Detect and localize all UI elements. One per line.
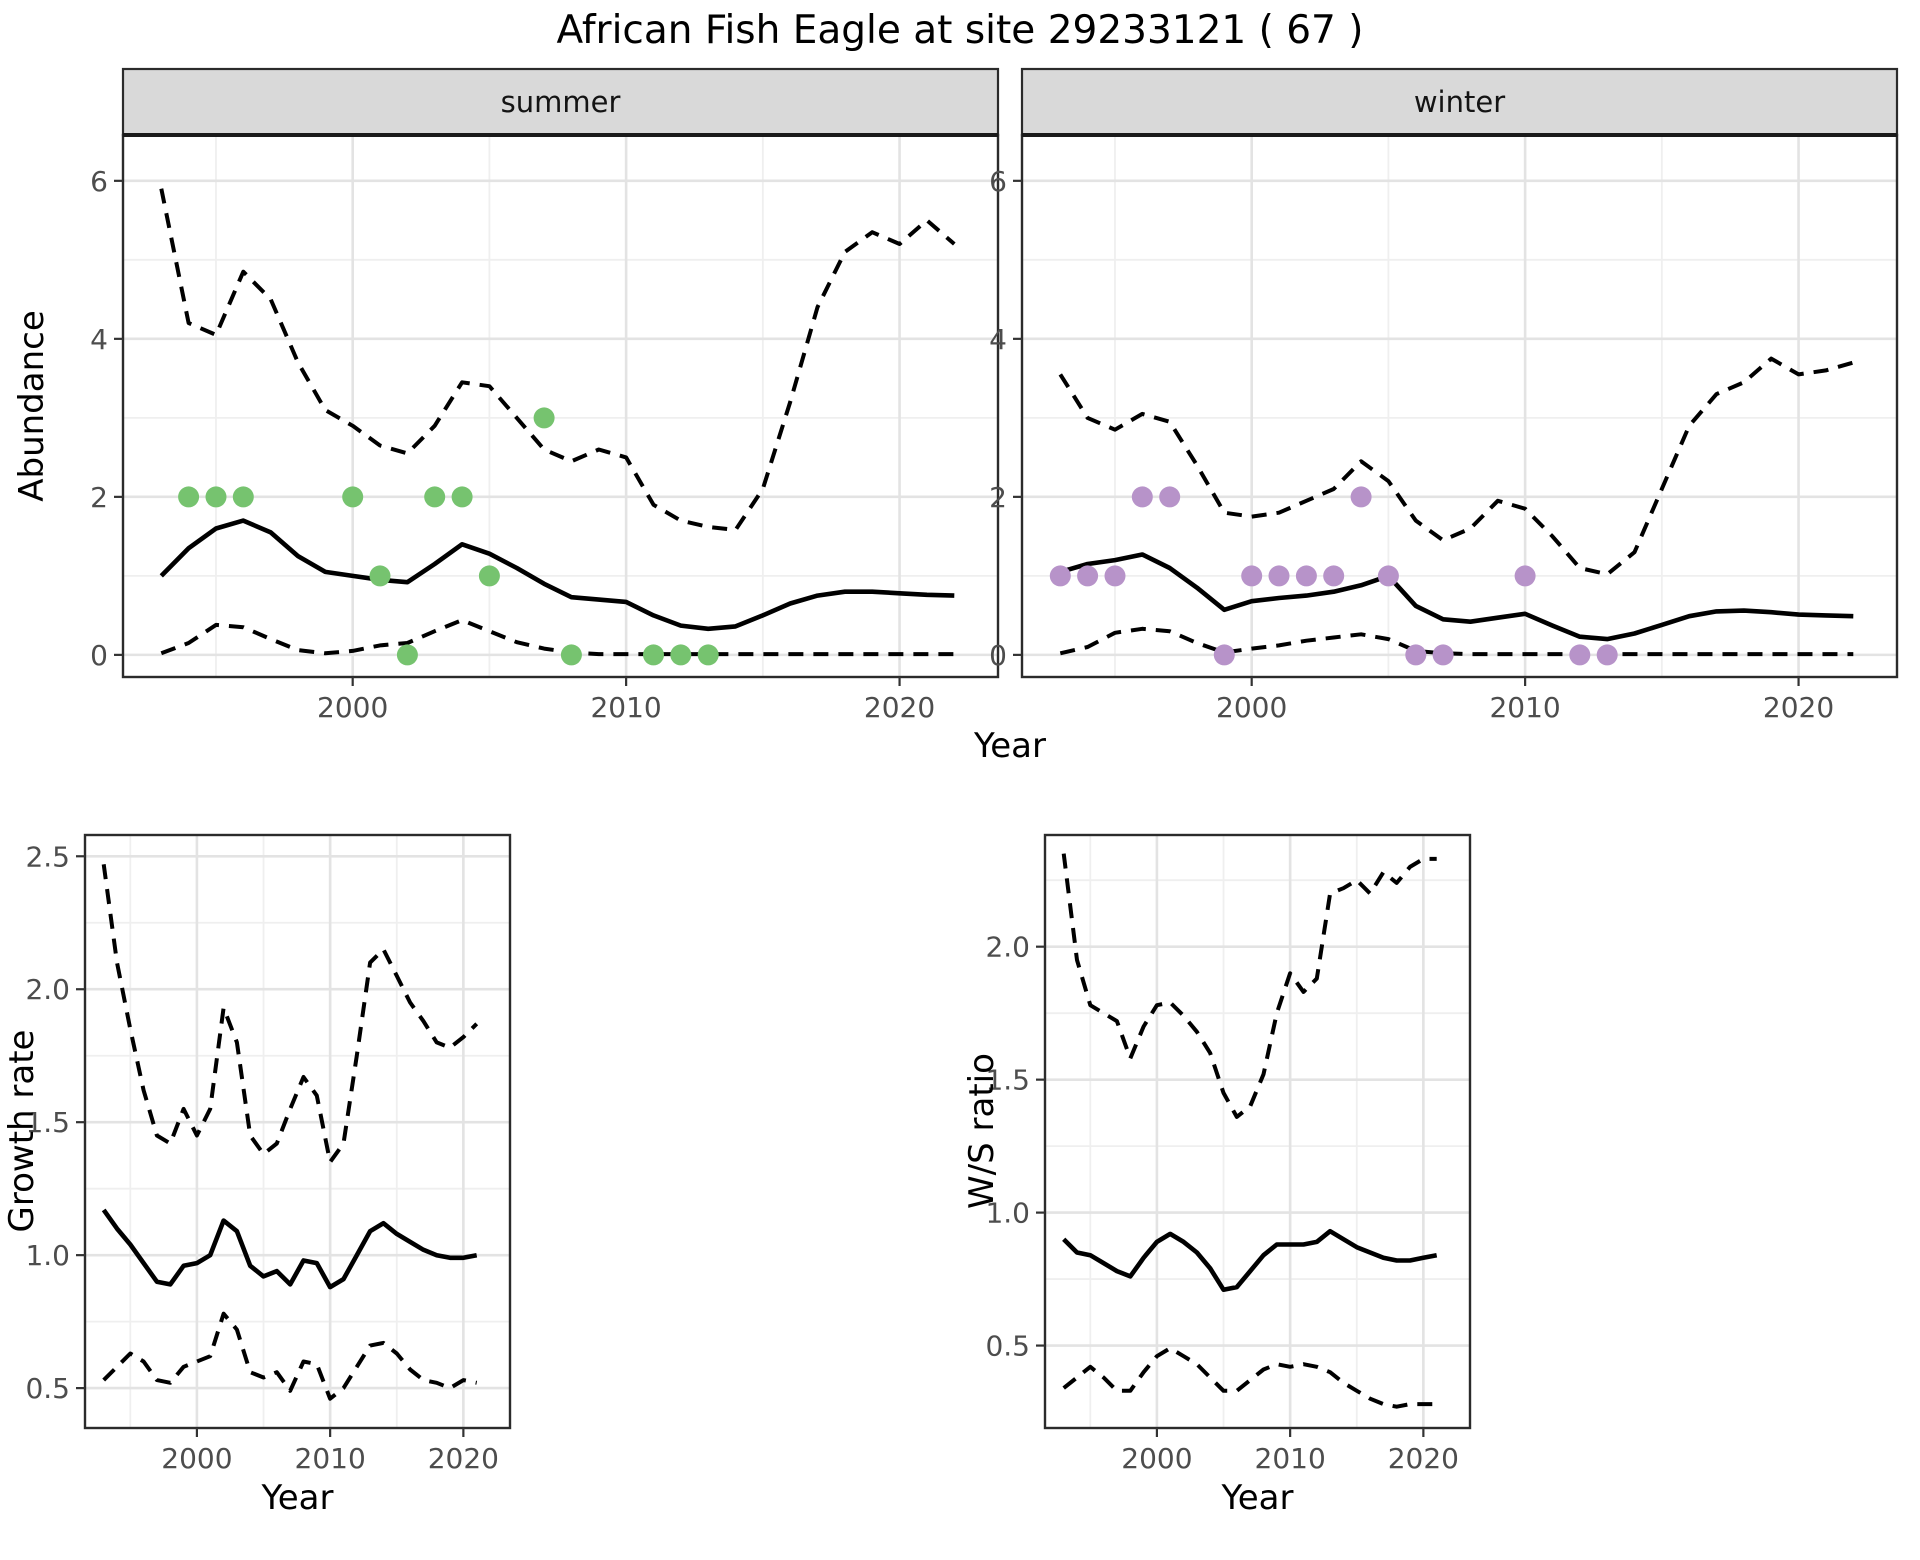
abundance-summer-observation-point bbox=[670, 644, 692, 666]
y-tick-label: 4 bbox=[90, 323, 108, 356]
facet-strip bbox=[1020, 67, 1899, 137]
growth-rate-upper_ci-line bbox=[101, 864, 479, 1165]
abundance-winter-observation-point bbox=[1159, 486, 1181, 508]
x-tick-label: 2010 bbox=[590, 691, 661, 724]
abundance-winter-observation-point bbox=[1432, 644, 1454, 666]
facet-label-winter: winter bbox=[1413, 85, 1506, 119]
abundance-winter-observation-point bbox=[1323, 565, 1345, 587]
panel-bg bbox=[123, 135, 998, 677]
y-tick-label: 2.0 bbox=[25, 973, 70, 1006]
y-tick-label: 0 bbox=[989, 639, 1007, 672]
y-tick-label: 1.0 bbox=[25, 1239, 70, 1272]
x-tick-label: 2020 bbox=[864, 691, 935, 724]
abundance-summer-observation-point bbox=[478, 565, 500, 587]
abundance-winter-observation-point bbox=[1596, 644, 1618, 666]
abundance-summer-observation-point bbox=[451, 486, 473, 508]
x-tick-label: 2000 bbox=[317, 691, 388, 724]
panel-bg bbox=[85, 835, 510, 1428]
chart-title: African Fish Eagle at site 29233121 ( 67… bbox=[556, 8, 1364, 53]
ws-ratio-upper_ci-line bbox=[1061, 853, 1437, 1119]
y-tick-label: 6 bbox=[90, 165, 108, 198]
y-tick-label: 1.5 bbox=[25, 1106, 70, 1139]
y-tick-label: 0.5 bbox=[25, 1372, 70, 1405]
panel-border bbox=[83, 833, 512, 1430]
abundance-summer-observation-point bbox=[342, 486, 364, 508]
abundance-summer-observation-point bbox=[424, 486, 446, 508]
abundance-summer-observation-point bbox=[697, 644, 719, 666]
x-axis-title-top: Year bbox=[974, 726, 1046, 766]
growth-rate-mean-line bbox=[101, 1208, 478, 1290]
abundance-winter-observation-point bbox=[1241, 565, 1263, 587]
abundance-winter-observation-point bbox=[1049, 565, 1071, 587]
panel-bg bbox=[1045, 835, 1470, 1428]
abundance-winter-observation-point bbox=[1213, 644, 1235, 666]
x-tick-label: 2020 bbox=[1763, 691, 1834, 724]
x-tick-label: 2010 bbox=[295, 1442, 366, 1475]
panel-bg bbox=[1022, 135, 1897, 677]
abundance-summer-observation-point bbox=[369, 565, 391, 587]
panel-abundance-summer: 2000 2010 2020 0 2 4 6 bbox=[90, 67, 1000, 724]
abundance-winter-observation-point bbox=[1514, 565, 1536, 587]
abundance-winter-observation-point bbox=[1104, 565, 1126, 587]
y-tick-label: 2 bbox=[989, 481, 1007, 514]
y-tick-label: 4 bbox=[989, 323, 1007, 356]
y-tick-label: 2 bbox=[90, 481, 108, 514]
abundance-summer-observation-point bbox=[232, 486, 254, 508]
y-tick-label: 6 bbox=[989, 165, 1007, 198]
facet-strip bbox=[121, 67, 1000, 137]
abundance-summer-observation-point bbox=[643, 644, 664, 666]
y-tick-label: 0 bbox=[90, 639, 108, 672]
x-tick-label: 2000 bbox=[1121, 1442, 1192, 1475]
abundance-winter-observation-point bbox=[1569, 644, 1591, 666]
panel-growth-rate: 2000 2010 2020 0.5 1.0 1.5 2.0 2.5 bbox=[25, 833, 512, 1475]
abundance-summer-observation-point bbox=[205, 486, 227, 508]
abundance-winter-observation-point bbox=[1268, 565, 1290, 587]
abundance-summer-observation-point bbox=[396, 644, 418, 666]
abundance-winter-observation-point bbox=[1377, 565, 1399, 587]
y-tick-label: 1.0 bbox=[985, 1197, 1030, 1230]
growth-rate-lower_ci-line bbox=[102, 1311, 478, 1401]
y-axis-title-abundance: Abundance bbox=[12, 310, 52, 502]
panel-abundance-winter: 2000 2010 2020 0 2 4 6 bbox=[989, 67, 1899, 724]
y-tick-label: 1.5 bbox=[985, 1064, 1030, 1097]
abundance-winter-observation-point bbox=[1077, 565, 1099, 587]
abundance-winter-observation-point bbox=[1295, 565, 1317, 587]
abundance-summer-observation-point bbox=[560, 644, 582, 666]
x-tick-label: 2000 bbox=[1216, 691, 1287, 724]
abundance-summer-observation-point bbox=[178, 486, 200, 508]
x-tick-label: 2020 bbox=[428, 1442, 499, 1475]
y-tick-label: 2.5 bbox=[25, 840, 70, 873]
abundance-summer-lower_ci-line bbox=[160, 618, 955, 657]
ws-ratio-mean-line bbox=[1062, 1228, 1438, 1292]
x-axis-title-ws: Year bbox=[1221, 1478, 1294, 1518]
abundance-summer-upper_ci-line bbox=[159, 188, 956, 532]
panel-border bbox=[1043, 833, 1472, 1430]
x-axis-title-growth: Year bbox=[261, 1478, 334, 1518]
abundance-summer-observation-point bbox=[533, 407, 555, 429]
y-tick-label: 2.0 bbox=[985, 931, 1030, 964]
abundance-summer-mean-line bbox=[159, 518, 955, 632]
panel-ws-ratio: 2000 2010 2020 0.5 1.0 1.5 2.0 bbox=[985, 833, 1472, 1475]
abundance-winter-upper_ci-line bbox=[1058, 356, 1854, 577]
y-tick-label: 0.5 bbox=[985, 1330, 1030, 1363]
x-tick-label: 2010 bbox=[1255, 1442, 1326, 1475]
facet-label-summer: summer bbox=[500, 85, 621, 119]
abundance-winter-observation-point bbox=[1350, 486, 1372, 508]
y-axis-title-growth-rate: Growth rate bbox=[2, 1029, 42, 1233]
abundance-winter-observation-point bbox=[1405, 644, 1427, 666]
ws-ratio-lower_ci-line bbox=[1062, 1346, 1437, 1409]
y-axis-title-ws-ratio: W/S ratio bbox=[962, 1053, 1002, 1209]
abundance-winter-mean-line bbox=[1059, 552, 1854, 642]
x-tick-label: 2020 bbox=[1388, 1442, 1459, 1475]
abundance-winter-lower_ci-line bbox=[1059, 626, 1854, 657]
x-tick-label: 2010 bbox=[1489, 691, 1560, 724]
abundance-winter-observation-point bbox=[1131, 486, 1153, 508]
x-tick-label: 2000 bbox=[161, 1442, 232, 1475]
